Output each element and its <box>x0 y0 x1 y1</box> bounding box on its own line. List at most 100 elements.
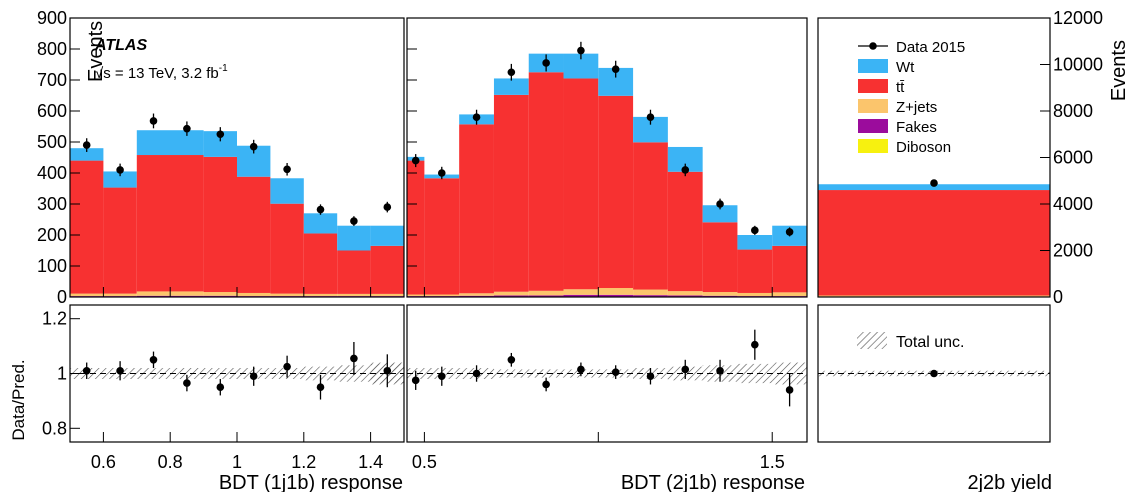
bar-2j1b-fakes-8 <box>667 295 703 297</box>
bar-1j1b-ttbar-3 <box>203 156 237 293</box>
bar-2j1b-ttbar-3 <box>493 94 529 292</box>
bar-1j1b-ttbar-5 <box>270 203 304 294</box>
bar-2j1b-fakes-10 <box>737 296 773 297</box>
ratio-point-2j1b-0 <box>411 376 420 385</box>
legend: Data 2015 Wt tt̄ Z+jets Fakes Diboson <box>858 39 965 156</box>
ratio-point-1j1b-5 <box>249 372 258 381</box>
ytick-label-1j1b-7: 700 <box>37 70 67 90</box>
data-point-2j1b-6 <box>611 65 620 73</box>
ytick-label-2j2b-2: 4000 <box>1053 194 1093 214</box>
legend-label-zjets: Z+jets <box>896 99 937 116</box>
data-point-1j1b-2 <box>149 117 158 125</box>
bar-2j1b-ttbar-5 <box>563 78 599 290</box>
bar-1j1b-zjets-6 <box>303 293 338 297</box>
data-point-1j1b-4 <box>216 130 225 139</box>
ratio-point-2j1b-3 <box>507 356 516 364</box>
bar-1j1b-zjets-4 <box>237 292 271 297</box>
unc-band-2j1b-4 <box>528 369 564 378</box>
ytick-label-1j1b-0: 0 <box>57 287 67 307</box>
bar-1j1b-ttbar-4 <box>237 176 271 293</box>
ratio-legend: Total unc. <box>857 332 964 351</box>
bar-2j1b-fakes-0 <box>407 296 425 297</box>
bar-1j1b-wt-2 <box>136 130 204 156</box>
axes: 0.6 0.8 1 1.2 1.4 0 100 200 300 400 500 600 700 800 90… <box>37 8 1103 472</box>
bar-2j1b-ttbar-2 <box>459 124 494 294</box>
bar-2j1b-zjets-8 <box>667 291 703 296</box>
bar-1j1b-fakes-4 <box>237 296 271 297</box>
legend-swatch-fakes <box>858 119 888 133</box>
ytick-label-2j2b-1: 2000 <box>1053 241 1093 261</box>
bar-2j1b-ttbar-1 <box>424 178 460 295</box>
ratio-point-2j1b-11 <box>785 386 794 394</box>
bar-2j1b-zjets-11 <box>772 292 807 297</box>
bar-1j1b-ttbar-6 <box>303 233 338 294</box>
bar-1j1b-wt-6 <box>303 213 338 234</box>
ratio-point-1j1b-2 <box>149 356 158 364</box>
bar-2j1b-zjets-1 <box>424 294 460 297</box>
legend-swatch-ttbar <box>858 79 888 93</box>
atlas-label: ATLAS <box>94 37 147 54</box>
y-axis-label-events-left: Events <box>85 21 107 82</box>
ytick-label-2j2b-6: 12000 <box>1053 8 1103 28</box>
ratio-point-1j1b-1 <box>116 366 124 375</box>
bar-2j1b-fakes-4 <box>528 295 564 297</box>
ratio-point-2j1b-7 <box>646 372 655 381</box>
bar-2j1b-fakes-2 <box>459 295 494 297</box>
ratio-point-1j1b-7 <box>316 383 325 392</box>
data-point-1j1b-9 <box>383 203 392 211</box>
bar-1j1b-wt-8 <box>370 225 404 246</box>
bar-1j1b-fakes-5 <box>270 296 304 297</box>
ratio-point-1j1b-3 <box>183 379 191 387</box>
data-point-1j1b-8 <box>350 217 358 225</box>
bar-1j1b-fakes-3 <box>203 295 237 297</box>
legend-label-ttbar: tt̄ <box>896 79 905 96</box>
total-unc-label: Total unc. <box>896 334 964 351</box>
bar-2j1b-zjets-9 <box>702 292 738 296</box>
bar-2j1b-fakes-11 <box>772 296 807 297</box>
bar-1j1b-wt-1 <box>103 171 137 188</box>
ratio-point-1j1b-8 <box>350 354 358 363</box>
bar-1j1b-zjets-5 <box>270 293 304 297</box>
xtick-label-1j1b-1: 0.8 <box>158 452 183 472</box>
ytick-label-1j1b-8: 800 <box>37 39 67 59</box>
bar-2j1b-zjets-0 <box>407 294 425 297</box>
unc-band-2j1b-10 <box>737 363 773 384</box>
energy-lumi-label: √s = 13 TeV, 3.2 fb-1 <box>95 63 228 82</box>
data-point-1j1b-5 <box>249 142 258 151</box>
bar-2j2b-zjets-0 <box>818 295 1050 297</box>
data-point-2j2b-0 <box>930 179 938 187</box>
frame-ratio-2j2b <box>817 304 1051 443</box>
ratio-point-2j1b-4 <box>542 380 550 389</box>
ratio-point-2j1b-5 <box>577 365 585 374</box>
ratio-point-2j1b-9 <box>716 366 724 375</box>
ratio-point-2j1b-10 <box>751 340 759 349</box>
legend-swatch-diboson <box>858 139 888 153</box>
bar-1j1b-zjets-7 <box>337 293 371 297</box>
bar-2j1b-zjets-10 <box>737 292 773 297</box>
data-point-2j1b-8 <box>681 166 690 174</box>
bar-2j1b-wt-3 <box>493 78 529 95</box>
ratio-point-1j1b-0 <box>82 366 91 375</box>
xtick-label-1j1b-4: 1.4 <box>358 452 383 472</box>
bar-2j1b-zjets-2 <box>459 293 494 296</box>
data-point-2j1b-0 <box>411 156 420 165</box>
ytick-label-1j1b-1: 100 <box>37 256 67 276</box>
ytick-label-2j2b-5: 10000 <box>1053 55 1103 75</box>
bar-1j1b-ttbar-2 <box>136 155 204 292</box>
bar-1j1b-wt-0 <box>70 148 104 161</box>
ratio-point-2j1b-2 <box>472 369 481 378</box>
bar-1j1b-zjets-1 <box>103 293 137 297</box>
ratio-point-1j1b-4 <box>216 383 225 392</box>
data-point-1j1b-1 <box>116 166 124 174</box>
legend-data-marker <box>869 42 877 50</box>
bar-2j1b-fakes-7 <box>633 295 668 297</box>
data-point-1j1b-3 <box>183 124 191 133</box>
bar-2j1b-ttbar-4 <box>528 72 564 291</box>
ratio-point-2j1b-6 <box>611 368 620 376</box>
ytick-label-1j1b-4: 400 <box>37 163 67 183</box>
data-point-1j1b-7 <box>316 205 325 214</box>
x-axis-label-2j1b: BDT (2j1b) response <box>621 472 805 492</box>
bar-2j1b-ttbar-10 <box>737 249 773 293</box>
frame-top-2j1b <box>406 17 808 298</box>
